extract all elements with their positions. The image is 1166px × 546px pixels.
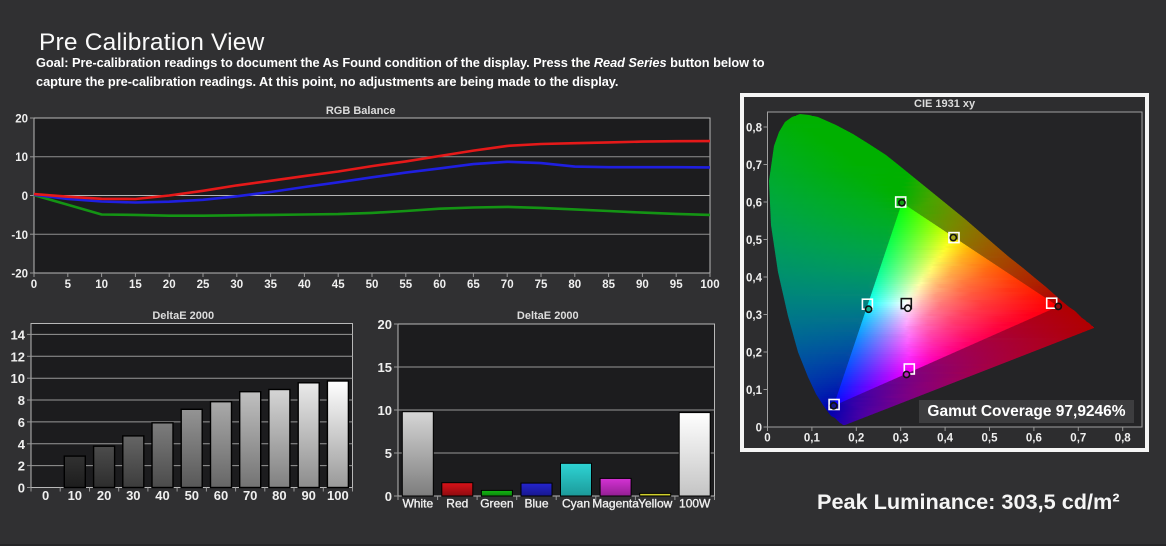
svg-text:25: 25 xyxy=(197,279,210,291)
svg-text:DeltaE 2000: DeltaE 2000 xyxy=(152,310,214,322)
svg-text:70: 70 xyxy=(501,279,514,291)
svg-text:80: 80 xyxy=(568,279,581,291)
svg-text:0,8: 0,8 xyxy=(746,123,763,135)
svg-text:0,3: 0,3 xyxy=(746,310,762,322)
svg-text:0,1: 0,1 xyxy=(746,385,763,397)
svg-text:30: 30 xyxy=(230,279,243,291)
svg-text:55: 55 xyxy=(399,279,412,291)
svg-text:20: 20 xyxy=(97,488,111,503)
svg-text:0,7: 0,7 xyxy=(1070,433,1086,445)
svg-text:90: 90 xyxy=(301,488,315,503)
svg-text:0,4: 0,4 xyxy=(937,433,954,445)
svg-text:10: 10 xyxy=(378,403,392,418)
svg-text:0,5: 0,5 xyxy=(982,433,999,445)
svg-text:12: 12 xyxy=(11,349,25,364)
svg-text:40: 40 xyxy=(298,279,311,291)
svg-text:CIE 1931 xy: CIE 1931 xy xyxy=(914,98,976,110)
svg-text:0: 0 xyxy=(756,423,762,435)
svg-text:0: 0 xyxy=(22,191,28,203)
svg-text:0,4: 0,4 xyxy=(746,273,763,285)
svg-text:65: 65 xyxy=(467,279,480,291)
svg-text:10: 10 xyxy=(68,488,82,503)
svg-text:0: 0 xyxy=(385,489,392,504)
svg-text:Cyan: Cyan xyxy=(562,497,590,511)
svg-text:50: 50 xyxy=(185,488,199,503)
svg-text:0,2: 0,2 xyxy=(746,348,762,360)
svg-text:White: White xyxy=(402,497,433,511)
svg-text:10: 10 xyxy=(11,371,25,386)
svg-text:0,6: 0,6 xyxy=(746,198,762,210)
svg-text:100: 100 xyxy=(700,279,719,291)
svg-text:75: 75 xyxy=(535,279,548,291)
svg-text:20: 20 xyxy=(378,317,392,332)
svg-text:85: 85 xyxy=(602,279,615,291)
svg-text:5: 5 xyxy=(385,446,392,461)
svg-text:100: 100 xyxy=(327,488,349,503)
svg-text:Magenta: Magenta xyxy=(592,497,639,511)
svg-text:15: 15 xyxy=(129,279,142,291)
svg-text:8: 8 xyxy=(18,393,25,408)
svg-text:0,7: 0,7 xyxy=(746,160,762,172)
svg-text:35: 35 xyxy=(264,279,277,291)
svg-text:60: 60 xyxy=(214,488,228,503)
svg-text:0,6: 0,6 xyxy=(1026,433,1042,445)
svg-text:10: 10 xyxy=(95,279,108,291)
svg-text:RGB Balance: RGB Balance xyxy=(326,105,396,117)
svg-text:DeltaE 2000: DeltaE 2000 xyxy=(517,310,579,322)
svg-text:90: 90 xyxy=(636,279,649,291)
svg-text:2: 2 xyxy=(18,459,25,474)
svg-text:0,5: 0,5 xyxy=(746,235,763,247)
svg-text:20: 20 xyxy=(163,279,176,291)
svg-text:Red: Red xyxy=(446,497,468,511)
svg-text:0,2: 0,2 xyxy=(848,433,864,445)
svg-text:70: 70 xyxy=(243,488,257,503)
svg-text:-20: -20 xyxy=(11,269,28,281)
svg-text:100W: 100W xyxy=(679,497,711,511)
svg-text:0,8: 0,8 xyxy=(1115,433,1132,445)
svg-text:45: 45 xyxy=(332,279,345,291)
svg-text:30: 30 xyxy=(126,488,140,503)
svg-text:15: 15 xyxy=(378,360,392,375)
svg-text:0: 0 xyxy=(42,488,49,503)
svg-text:40: 40 xyxy=(155,488,169,503)
svg-text:60: 60 xyxy=(433,279,446,291)
svg-text:0,3: 0,3 xyxy=(893,433,909,445)
svg-text:0,1: 0,1 xyxy=(804,433,821,445)
svg-text:14: 14 xyxy=(11,327,26,342)
svg-text:6: 6 xyxy=(18,415,25,430)
svg-text:Yellow: Yellow xyxy=(638,497,673,511)
svg-text:Green: Green xyxy=(480,497,513,511)
svg-text:4: 4 xyxy=(18,437,26,452)
svg-text:20: 20 xyxy=(15,114,28,126)
svg-text:-10: -10 xyxy=(11,230,28,242)
svg-text:0: 0 xyxy=(31,279,37,291)
svg-text:Blue: Blue xyxy=(524,497,548,511)
svg-text:95: 95 xyxy=(670,279,683,291)
svg-text:10: 10 xyxy=(15,152,28,164)
svg-text:80: 80 xyxy=(272,488,286,503)
svg-text:5: 5 xyxy=(65,279,72,291)
svg-text:0: 0 xyxy=(764,433,770,445)
svg-text:50: 50 xyxy=(366,279,379,291)
svg-text:0: 0 xyxy=(18,481,25,496)
